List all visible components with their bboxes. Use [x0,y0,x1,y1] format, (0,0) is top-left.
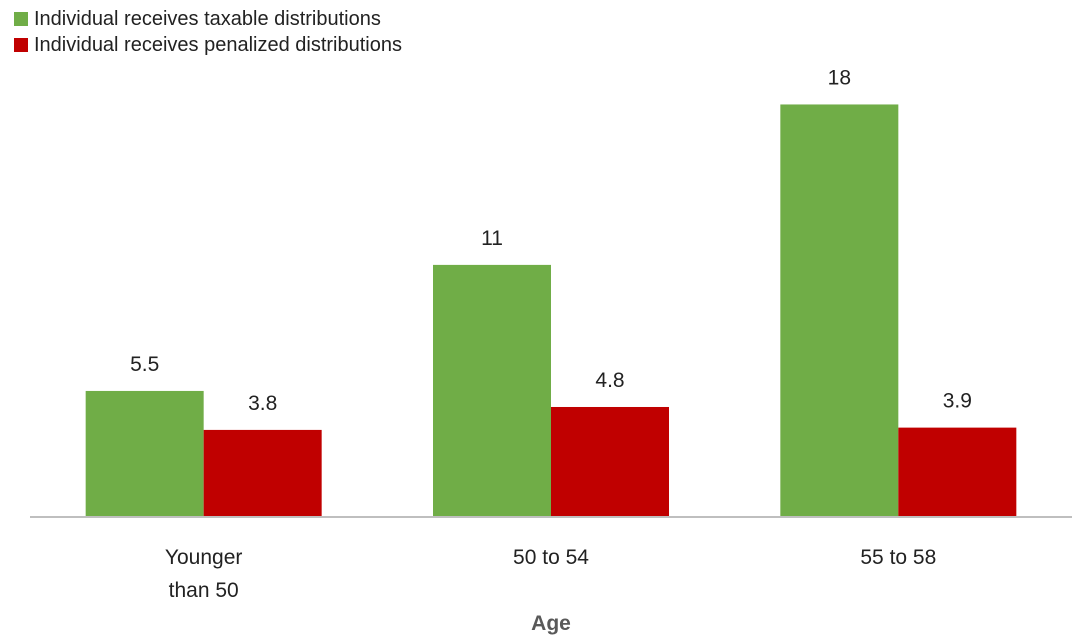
category-label-0: Younger than 50 [165,546,242,602]
data-label-series1-cat0: 3.8 [248,392,277,415]
legend-swatch-penalized [14,38,28,52]
legend-item-taxable: Individual receives taxable distribution… [14,6,402,32]
bars-group [85,104,1017,517]
category-labels-group: Younger than 50 50 to 54 55 to 58 [165,546,936,602]
data-label-series0-cat1: 11 [481,227,503,250]
bar-series1-cat2 [898,427,1017,517]
category-label-1: 50 to 54 [513,546,589,569]
bar-series1-cat0 [203,429,322,517]
data-label-series1-cat1: 4.8 [595,369,624,392]
x-axis-title: Age [531,612,571,635]
bar-series0-cat0 [85,390,204,517]
bar-series1-cat1 [551,406,669,517]
legend-label-penalized: Individual receives penalized distributi… [34,33,402,56]
legend-label-taxable: Individual receives taxable distribution… [34,7,381,30]
category-label-2: 55 to 58 [860,546,936,569]
value-labels-group: 5.5 3.8 11 4.8 18 3.9 [130,66,972,414]
data-label-series1-cat2: 3.9 [943,390,972,413]
legend-swatch-taxable [14,12,28,26]
data-label-series0-cat2: 18 [828,66,851,89]
data-label-series0-cat0: 5.5 [130,353,159,376]
legend-item-penalized: Individual receives penalized distributi… [14,32,402,58]
legend: Individual receives taxable distribution… [14,6,402,58]
bar-series0-cat2 [780,104,899,517]
bar-series0-cat1 [433,264,551,517]
